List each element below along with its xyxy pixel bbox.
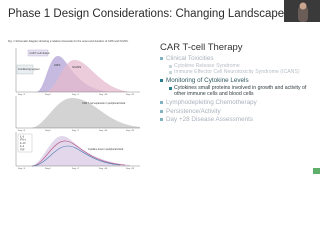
expansion-curve — [30, 98, 140, 128]
legend-label: IL-6 — [20, 136, 25, 139]
bullet: Persistence/Activity — [160, 108, 315, 115]
sub-bullet: Cytokine Release Syndrome — [169, 63, 315, 70]
day-label: Day 0 — [45, 130, 51, 132]
day-label: Day +14 — [99, 168, 108, 170]
speaker — [298, 6, 308, 22]
bullet: Monitoring of Cytokine Levels — [160, 77, 315, 84]
bullet-list: Clinical Toxicities Cytokine Release Synd… — [160, 55, 315, 123]
day-label: Day 0 — [45, 168, 51, 170]
figure-label: CAR T-cell infusion — [30, 52, 51, 55]
figure-label: Cytokine level in peripheral blood — [88, 148, 124, 151]
bullet: Clinical Toxicities — [160, 55, 315, 62]
legend-box — [17, 133, 33, 153]
day-label: Day +14 — [99, 130, 108, 132]
day-label: Day −5 — [18, 168, 26, 170]
sub-bullet: Immune Effector Cell Neurotoxicity Syndr… — [169, 69, 315, 76]
slide: Phase 1 Design Considerations: Changing … — [8, 0, 320, 174]
figure-label: Conditioning regimen — [18, 68, 40, 71]
heading: CAR T-cell Therapy — [160, 42, 243, 53]
day-label: Day 0 — [45, 94, 51, 96]
day-label: Day −5 — [18, 94, 26, 96]
label-box — [16, 64, 34, 75]
legend-label: TNF — [20, 148, 25, 151]
figure-label: CAR T cell expansion in peripheral blood — [82, 102, 126, 105]
day-label: Day +7 — [72, 94, 80, 96]
slide-title: Phase 1 Design Considerations: Changing … — [8, 8, 285, 20]
corner-mark — [313, 168, 320, 174]
label-box — [27, 49, 49, 57]
day-label: Day +7 — [72, 168, 80, 170]
content: CAR T-cell Therapy Clinical Toxicities Cy… — [160, 42, 315, 125]
figure-label: CRS — [54, 63, 60, 67]
day-label: Day +21 — [126, 168, 135, 170]
day-label: Day +21 — [126, 130, 135, 132]
figure-caption: Fig. 1 Schematic diagram showing a relat… — [8, 39, 129, 43]
day-label: Day +21 — [126, 94, 135, 96]
day-label: Day −5 — [18, 130, 26, 132]
legend-label: IFN-γ — [20, 139, 27, 142]
cytokine-line — [31, 145, 121, 167]
sub-bullet: Cytokines small proteins involved in gro… — [169, 85, 315, 98]
icans-curve — [44, 59, 130, 92]
figure-label: ICANS — [72, 65, 81, 69]
figure: Fig. 1 Schematic diagram showing a relat… — [8, 0, 320, 174]
day-label: Day +14 — [99, 94, 108, 96]
bullet: Day +28 Disease Assessments — [160, 116, 315, 123]
legend-label: IL-10 — [20, 142, 26, 145]
speaker-head — [299, 2, 307, 10]
day-label: Day +7 — [72, 130, 80, 132]
legend-label: IL-2 — [20, 145, 25, 148]
cytokine-line — [31, 140, 126, 167]
bullet: Lymphodepleting Chemotherapy — [160, 99, 315, 106]
cytokine-curve — [30, 136, 130, 166]
